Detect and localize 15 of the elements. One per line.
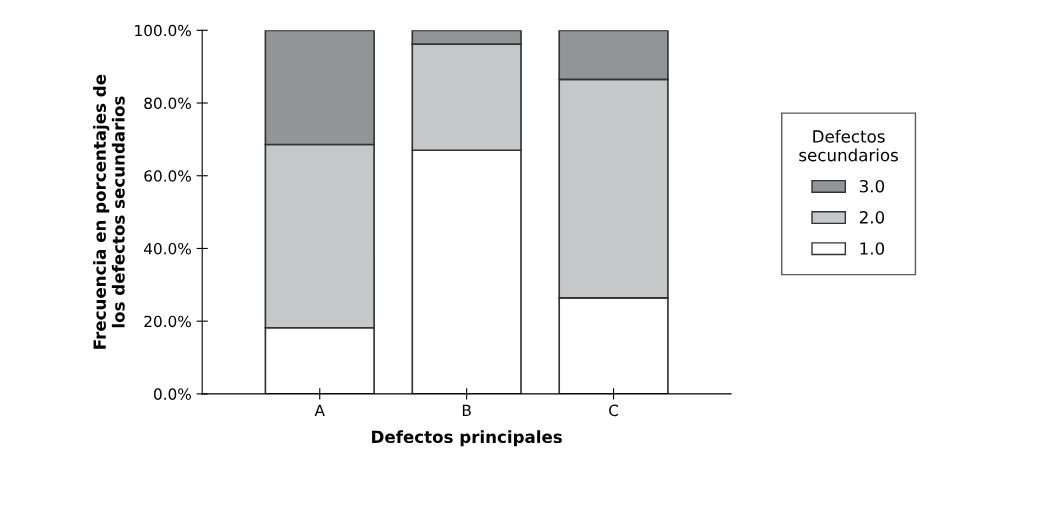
y-tick-label: 100.0% bbox=[135, 24, 191, 37]
x-tick-label: C bbox=[609, 404, 619, 417]
x-axis-title: Defectos principales bbox=[372, 430, 562, 447]
y-tick-label: 60.0% bbox=[144, 170, 191, 182]
x-tick-label: A bbox=[314, 404, 325, 416]
y-tick-label: 80.0% bbox=[144, 97, 191, 110]
legend-label: 2.0 bbox=[859, 211, 885, 224]
y-axis-title: Frecuencia en porcentajes de los defectos secundarios bbox=[93, 74, 125, 349]
x-tick-label: B bbox=[462, 404, 471, 416]
y-tick-label: 0.0% bbox=[153, 388, 191, 400]
legend-label: 3.0 bbox=[859, 179, 885, 193]
legend-label: 1.0 bbox=[860, 242, 885, 255]
y-tick-label: 20.0% bbox=[144, 315, 191, 328]
legend-title: Defectos secundarios bbox=[799, 129, 898, 162]
y-tick-label: 40.0% bbox=[144, 242, 191, 255]
